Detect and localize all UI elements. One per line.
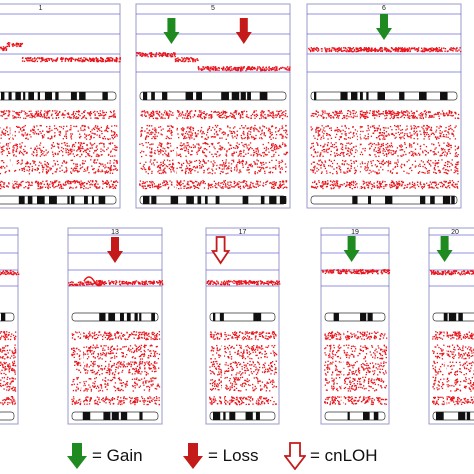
chromosome-ideogram — [71, 312, 159, 322]
legend-gain: = Gain — [66, 442, 143, 470]
chromosome-label: 20 — [451, 229, 459, 236]
panel-border — [0, 3, 121, 209]
chromosome-panel: 19 — [320, 227, 391, 425]
chromosome-label: 5 — [211, 5, 215, 12]
gain-arrow-icon — [376, 14, 392, 40]
chromosome-ideogram-bottom — [0, 195, 117, 205]
gain-arrow-icon — [67, 443, 87, 469]
panel-border — [205, 227, 280, 425]
chromosome-panel: 5 — [135, 3, 291, 209]
gain-arrow-icon — [163, 18, 180, 44]
loss-arrow-icon — [235, 18, 252, 44]
chromosome-ideogram-bottom — [139, 195, 287, 205]
loss-arrow-icon — [183, 443, 203, 469]
gain-arrow-icon — [343, 236, 360, 262]
chromosome-label: 13 — [111, 229, 119, 236]
chromosome-label: 6 — [382, 5, 386, 12]
chromosome-label: 17 — [239, 229, 247, 236]
chromosome-panel: 1 — [0, 3, 121, 209]
chromosome-ideogram — [209, 312, 276, 322]
chromosome-ideogram — [0, 91, 117, 101]
chromosome-panel: 20 — [428, 227, 474, 425]
chromosome-ideogram — [0, 312, 15, 322]
chromosome-panel — [0, 227, 20, 425]
panel-border — [0, 227, 19, 425]
chromosome-ideogram-bottom — [209, 411, 276, 421]
chromosome-ideogram-bottom — [324, 411, 386, 421]
chromosome-ideogram — [139, 91, 287, 101]
chromosome-ideogram — [310, 91, 458, 101]
panel-border — [67, 227, 163, 425]
panel-border — [428, 227, 474, 425]
chromosome-panel: 6 — [306, 3, 462, 209]
panel-border — [320, 227, 390, 425]
legend-cnloh-label: = cnLOH — [310, 446, 378, 465]
chromosome-label: 1 — [39, 5, 43, 12]
chromosome-ideogram-bottom — [310, 195, 458, 205]
legend-cnloh: = cnLOH — [284, 442, 378, 470]
cnloh-arrow-icon — [284, 442, 306, 470]
chromosome-label: 19 — [351, 229, 359, 236]
loss-arrow-icon — [107, 237, 123, 263]
cnloh-arrow-icon — [210, 236, 231, 265]
legend-loss: = Loss — [182, 442, 259, 470]
chromosome-panel: 13 — [67, 227, 164, 425]
chromosome-ideogram-bottom — [432, 411, 474, 421]
panel-border — [306, 3, 462, 209]
chromosome-ideogram-bottom — [0, 411, 15, 421]
legend-loss-label: = Loss — [208, 446, 259, 465]
panel-border — [135, 3, 291, 209]
chromosome-panel: 17 — [205, 227, 281, 425]
chromosome-ideogram — [324, 312, 386, 322]
chromosome-ideogram — [432, 312, 474, 322]
gain-arrow-icon — [436, 236, 453, 262]
legend-gain-label: = Gain — [92, 446, 143, 465]
chromosome-ideogram-bottom — [71, 411, 159, 421]
